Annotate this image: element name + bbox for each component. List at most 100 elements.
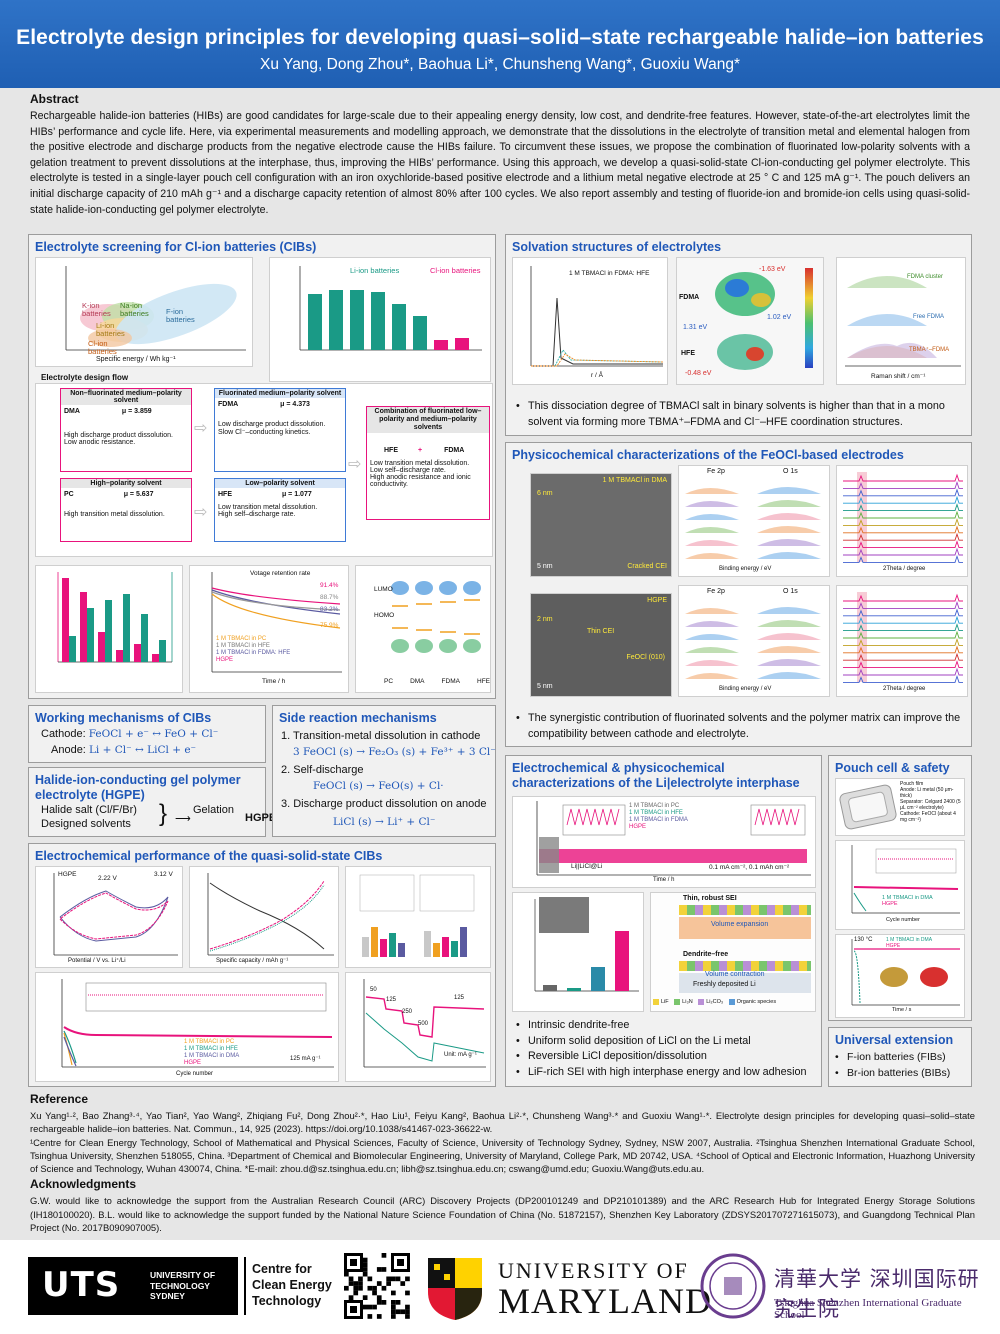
orbital-homo: HOMO — [374, 612, 395, 619]
orbital-figure: LUMO HOMO PC DMA FDMA HFE — [355, 565, 491, 693]
xrd1-plot — [843, 472, 963, 563]
qr-cell — [405, 1290, 410, 1296]
cycling-figure: 1 M TBMACl in PC 1 M TBMACl in HFE 1 M T… — [35, 972, 339, 1082]
qr-cell — [391, 1309, 396, 1315]
impedance-bar — [433, 943, 440, 957]
dissolution-bar-fe — [152, 654, 159, 662]
tem2-l2: 2 nm — [537, 616, 553, 623]
tem2-l3: Thin CEI — [587, 628, 615, 635]
xps-peak — [757, 539, 821, 546]
raman-xlabel: Raman shift / cm⁻¹ — [871, 373, 926, 380]
cv-l1: 2.22 V — [98, 875, 117, 882]
cyc-legend-2: 1 M TBMACl in HFE — [184, 1046, 238, 1052]
price-bar — [413, 316, 427, 350]
xps2-h2: O 1s — [783, 588, 798, 595]
section-title-electrochem: Electrochemical performance of the quasi… — [35, 849, 383, 863]
orbital-homo-blob — [391, 639, 409, 653]
raman-l3: TBMA⁺–FDMA — [909, 347, 950, 353]
arrow-right-icon: ⇨ — [194, 504, 208, 521]
qr-cell — [358, 1285, 363, 1291]
ratio-plot — [534, 899, 639, 992]
esp-v3: 1.31 eV — [683, 324, 708, 331]
price-bar — [455, 338, 469, 350]
universal-bullets: F-ion batteries (FIBs) Br-ion batteries … — [831, 1050, 971, 1081]
xrd-trace — [843, 488, 963, 497]
dissolution-bar-cl — [69, 636, 76, 662]
abstract: Abstract Rechargeable halide-ion batteri… — [30, 92, 970, 218]
orbital-x-pc: PC — [384, 678, 394, 685]
solvation-bullets: This dissociation degree of TBMACl salt … — [512, 399, 968, 430]
xrd-trace — [843, 660, 963, 669]
strip-legend-2: 1 M TBMACl in HFE — [629, 810, 683, 816]
xps-peak — [685, 514, 739, 520]
qr-code-icon[interactable] — [342, 1251, 412, 1321]
xps-peak — [685, 527, 739, 533]
orbital-lumo: LUMO — [374, 586, 393, 593]
rate-note: Unit: mA g⁻¹ — [444, 1052, 477, 1058]
qr-cell — [348, 1295, 354, 1300]
qr-cell — [344, 1285, 349, 1291]
box-nonfluor-mu: μ = 3.859 — [121, 408, 152, 415]
tsinghua-logo[interactable]: 清華大学 深圳国际研究生院 Tsinghua Shenzhen Internat… — [698, 1251, 988, 1323]
cycling-legend: 1 M TBMACl in PC 1 M TBMACl in HFE 1 M T… — [184, 1039, 239, 1067]
box-fluor-mu: μ = 4.373 — [280, 401, 310, 408]
umd-name-2: MARYLAND — [498, 1281, 713, 1321]
tem1-l4: 5 nm — [537, 563, 553, 570]
ccet-logo[interactable]: Centre for Clean Energy Technology — [244, 1257, 336, 1315]
ratio-bar — [591, 967, 605, 991]
rate-plot — [363, 979, 486, 1068]
strip-legend-1: 1 M TBMACl in PC — [629, 803, 680, 809]
box-comb-s1: HFE — [384, 447, 398, 454]
side-label-3: 3. Discharge product dissolution on anod… — [281, 798, 487, 810]
dissolution-bar-fe — [134, 644, 141, 662]
xps-peak — [757, 487, 821, 494]
rate-l4: 500 — [418, 1021, 429, 1027]
sei-schematic: Thin, robust SEI Volume expansion Dendri… — [650, 892, 816, 1012]
qr-cell — [376, 1295, 382, 1300]
gcd-xlabel: Specific capacity / mAh g⁻¹ — [216, 958, 289, 964]
section-title-solvation: Solvation structures of electrolytes — [512, 240, 722, 254]
qr-cell — [367, 1304, 373, 1310]
section-title-side: Side reaction mechanisms — [279, 711, 437, 725]
uts-logo-text: UTS — [42, 1265, 121, 1305]
dissolution-bar-cl — [87, 608, 94, 662]
pouch-drawing — [839, 784, 897, 830]
side-eq-3: LiCl (s) → Li⁺ + Cl⁻ — [333, 816, 436, 828]
price-bar — [350, 290, 364, 350]
qr-finder — [350, 1259, 357, 1266]
ratio-figure — [512, 892, 644, 1012]
price-bar — [308, 294, 322, 350]
xrd-trace — [843, 615, 963, 624]
ack-heading: Acknowledgments — [30, 1177, 137, 1192]
xrd-trace — [843, 630, 963, 639]
box-comb-p1: Low transition metal dissolution. — [370, 460, 470, 467]
price-figure: Li-ion batteries Cl-ion batteries — [269, 257, 491, 382]
impedance-bar — [451, 941, 458, 957]
references: Reference Xu Yang¹·², Bao Zhang³·⁴, Yao … — [30, 1092, 975, 1234]
poster-header: Electrolyte design principles for develo… — [0, 0, 1000, 88]
price-bar — [392, 304, 406, 350]
qr-cell — [391, 1276, 396, 1282]
box-comb-title: Combination of fluorinated low–polarity … — [367, 407, 489, 433]
uts-logo[interactable]: UTS UNIVERSITY OF TECHNOLOGY SYDNEY — [28, 1257, 238, 1315]
rdf-plot — [530, 266, 664, 367]
ack-text: G.W. would like to acknowledge the suppo… — [30, 1195, 975, 1233]
qr-cell — [376, 1314, 382, 1319]
strip-note: Li||LiCl@Li — [571, 863, 603, 870]
xps-peak — [685, 647, 739, 653]
arrow-right-icon: ⇨ — [348, 456, 362, 473]
impedance-bar — [442, 937, 449, 957]
xps-peak — [685, 660, 739, 666]
rate-l1: 50 — [370, 987, 377, 993]
section-title-interphase: Electrochemical & physicochemical charac… — [512, 761, 800, 790]
box-nonfluor-p1: High discharge product dissolution. — [64, 432, 173, 439]
universal-item-1: F-ion batteries (FIBs) — [831, 1050, 971, 1066]
umd-logo[interactable]: UNIVERSITY OF MARYLAND — [420, 1252, 711, 1322]
xrd-trace — [843, 532, 963, 541]
impedance-bar — [389, 933, 396, 957]
qr-cell — [353, 1281, 359, 1286]
retention-xlabel: Time / h — [262, 678, 286, 685]
ragone-label-f: F-ion batteries — [166, 307, 195, 324]
hgpe-gelation: Gelation — [193, 804, 234, 816]
cathode-equation: FeOCl + e⁻ ↔ FeO + Cl⁻ — [88, 728, 219, 740]
